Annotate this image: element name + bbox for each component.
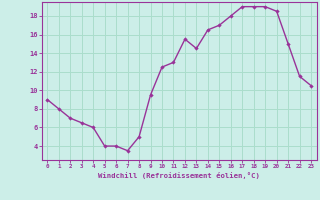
X-axis label: Windchill (Refroidissement éolien,°C): Windchill (Refroidissement éolien,°C)	[98, 172, 260, 179]
